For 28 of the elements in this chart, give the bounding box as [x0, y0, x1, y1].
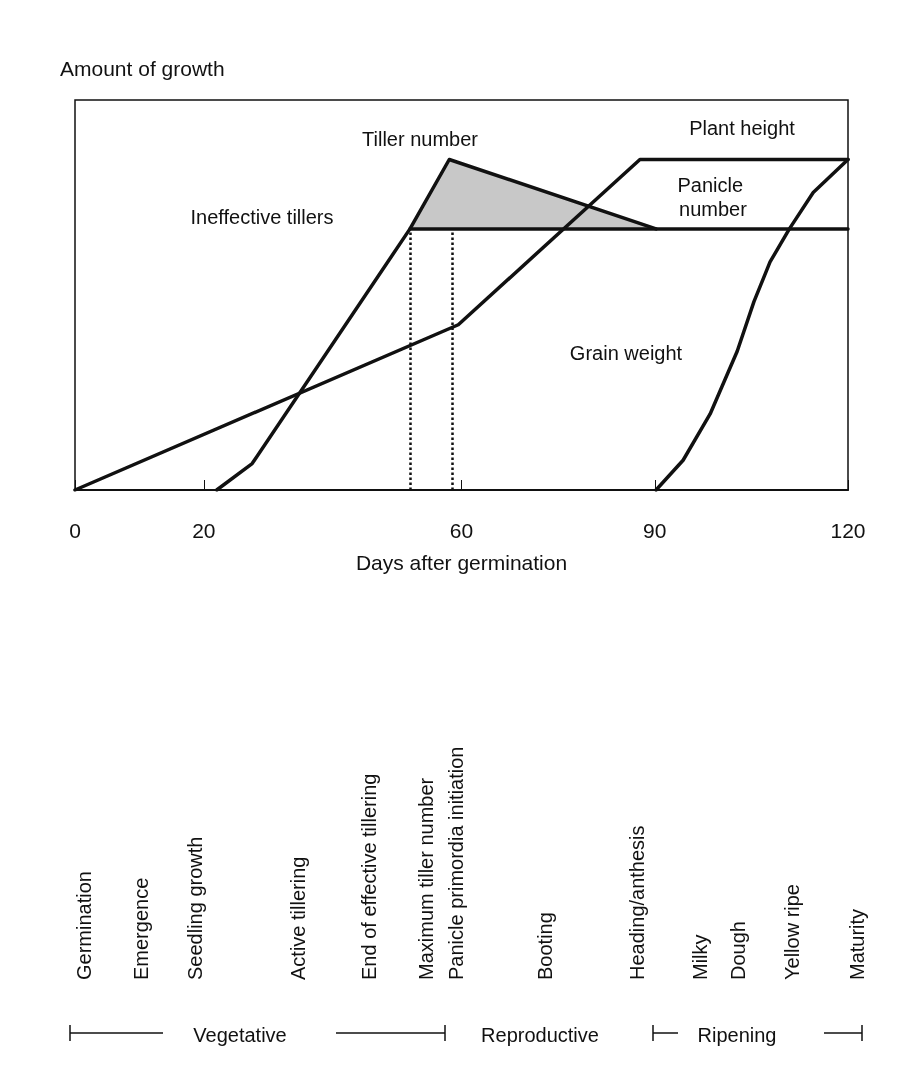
text: Yellow ripe [781, 884, 803, 980]
text: Milky [689, 934, 711, 980]
text: End of effective tillering [358, 773, 380, 980]
text: Seedling growth [184, 836, 206, 980]
x-axis-title: Days after germination [355, 551, 568, 574]
x-tick-label: 90 [643, 519, 667, 542]
y-axis-title: Amount of growth [60, 57, 225, 80]
text: Germination [73, 871, 95, 980]
x-tick-label: 120 [830, 519, 866, 542]
annotation: Ineffective tillers [190, 206, 334, 228]
annotation: Panicle number [677, 174, 749, 220]
text: Reproductive [481, 1024, 599, 1046]
x-tick-label: 0 [69, 519, 81, 542]
text: Vegetative [193, 1024, 287, 1046]
text: Panicle primordia initiation [445, 746, 467, 980]
text: Maximum tiller number [415, 777, 437, 980]
text: Ripening [697, 1024, 777, 1046]
text: Dough [727, 921, 749, 980]
x-tick-label: 60 [449, 519, 474, 542]
text: Booting [534, 912, 556, 980]
text: Tiller number [362, 128, 479, 150]
text: Plant height [689, 117, 796, 139]
text: Heading/anthesis [626, 825, 648, 980]
x-tick-label: 20 [192, 519, 216, 542]
annotation: Grain weight [569, 342, 683, 364]
text: Emergence [130, 877, 152, 980]
text: Active tillering [287, 856, 309, 980]
text: Maturity [846, 908, 868, 980]
